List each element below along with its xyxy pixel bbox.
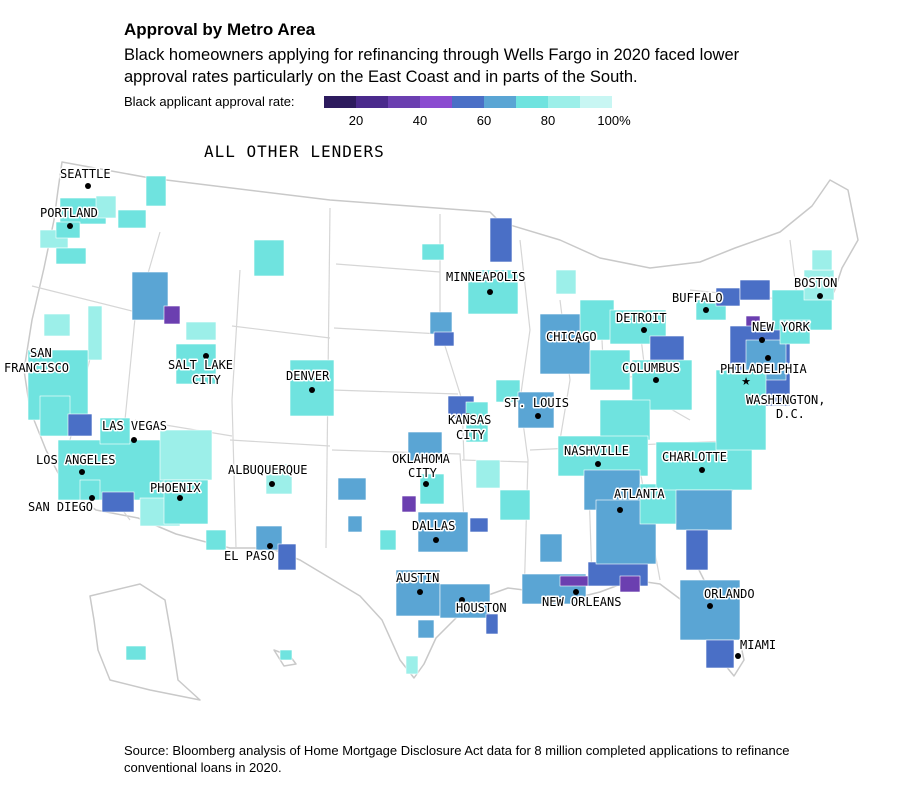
legend-tick-40: 40 <box>412 113 428 128</box>
city-label-nashville: NASHVILLE <box>564 444 629 458</box>
chart-subtitle: Black homeowners applying for refinancin… <box>124 46 740 86</box>
city-label-austin: AUSTIN <box>396 571 439 585</box>
legend-swatch-4 <box>452 96 484 108</box>
legend-swatch-7 <box>548 96 580 108</box>
city-label-orlando: ORLANDO <box>704 587 755 601</box>
legend-swatch-2 <box>388 96 420 108</box>
city-label-salt-lake: SALT LAKE <box>168 358 233 372</box>
city-label-new-york: NEW YORK <box>752 320 811 334</box>
city-label-kansas-city: CITY <box>456 428 486 442</box>
legend-swatch-5 <box>484 96 516 108</box>
chart-title: Approval by Metro Area <box>124 20 316 39</box>
city-label-columbus: COLUMBUS <box>622 361 680 375</box>
city-label-chicago: CHICAGO <box>546 330 597 344</box>
city-label-charlotte: CHARLOTTE <box>662 450 727 464</box>
legend-swatch-1 <box>356 96 388 108</box>
metro-regions <box>27 175 835 675</box>
city-label-francisco: FRANCISCO <box>4 361 69 375</box>
city-label-miami: MIAMI <box>740 638 776 652</box>
city-label-atlanta: ATLANTA <box>614 487 665 501</box>
city-label-oklahoma-city: CITY <box>408 466 438 480</box>
washington-dc-star: ★ <box>741 375 751 388</box>
city-label-denver: DENVER <box>286 369 330 383</box>
city-label-new-orleans: NEW ORLEANS <box>542 595 621 609</box>
city-label-houston: HOUSTON <box>456 601 507 615</box>
city-dots <box>29 183 823 659</box>
legend-label: Black applicant approval rate: <box>124 94 295 109</box>
city-label-albuquerque: ALBUQUERQUE <box>228 463 307 477</box>
city-label-detroit: DETROIT <box>616 311 667 325</box>
legend-swatch-8 <box>580 96 612 108</box>
city-label-dallas: DALLAS <box>412 519 455 533</box>
city-label-st-louis: ST. LOUIS <box>504 396 569 410</box>
legend-tick-80: 80 <box>540 113 556 128</box>
legend-tick-60: 60 <box>476 113 492 128</box>
city-labels: SEATTLE PORTLAND SAN FRANCISCO SALT LAKE… <box>3 166 839 654</box>
city-label-buffalo: BUFFALO <box>672 291 723 305</box>
legend-swatch-3 <box>420 96 452 108</box>
city-label-san-diego: SAN DIEGO <box>28 500 93 514</box>
city-label-kansas: KANSAS <box>448 413 491 427</box>
city-label-salt-lake-city: CITY <box>192 373 222 387</box>
city-label-oklahoma: OKLAHOMA <box>392 452 451 466</box>
legend-tick-100: 100% <box>597 113 631 128</box>
legend-swatch-6 <box>516 96 548 108</box>
city-label-minneapolis: MINNEAPOLIS <box>446 270 525 284</box>
legend-swatch-0 <box>324 96 356 108</box>
legend-color-scale <box>324 96 612 108</box>
source-note: Source: Bloomberg analysis of Home Mortg… <box>124 743 790 775</box>
city-label-el-paso: EL PASO <box>224 549 275 563</box>
city-label-phoenix: PHOENIX <box>150 481 201 495</box>
city-label-san: SAN <box>30 346 52 360</box>
city-label-boston: BOSTON <box>794 276 837 290</box>
map-heading: ALL OTHER LENDERS <box>204 142 385 161</box>
city-label-dc: D.C. <box>776 407 805 421</box>
city-label-los-angeles: LOS ANGELES <box>36 453 115 467</box>
city-label-philadelphia: PHILADELPHIA <box>720 362 807 376</box>
legend-tick-20: 20 <box>348 113 364 128</box>
city-label-portland: PORTLAND <box>40 206 98 220</box>
city-label-seattle: SEATTLE <box>60 167 111 181</box>
city-label-washington: WASHINGTON, <box>746 393 825 407</box>
city-label-las-vegas: LAS VEGAS <box>102 419 167 433</box>
svg-text:★: ★ <box>741 375 751 388</box>
us-metro-map: ★ SEATTLE PORTLAND SAN FRANCISCO SALT LA… <box>3 161 859 701</box>
